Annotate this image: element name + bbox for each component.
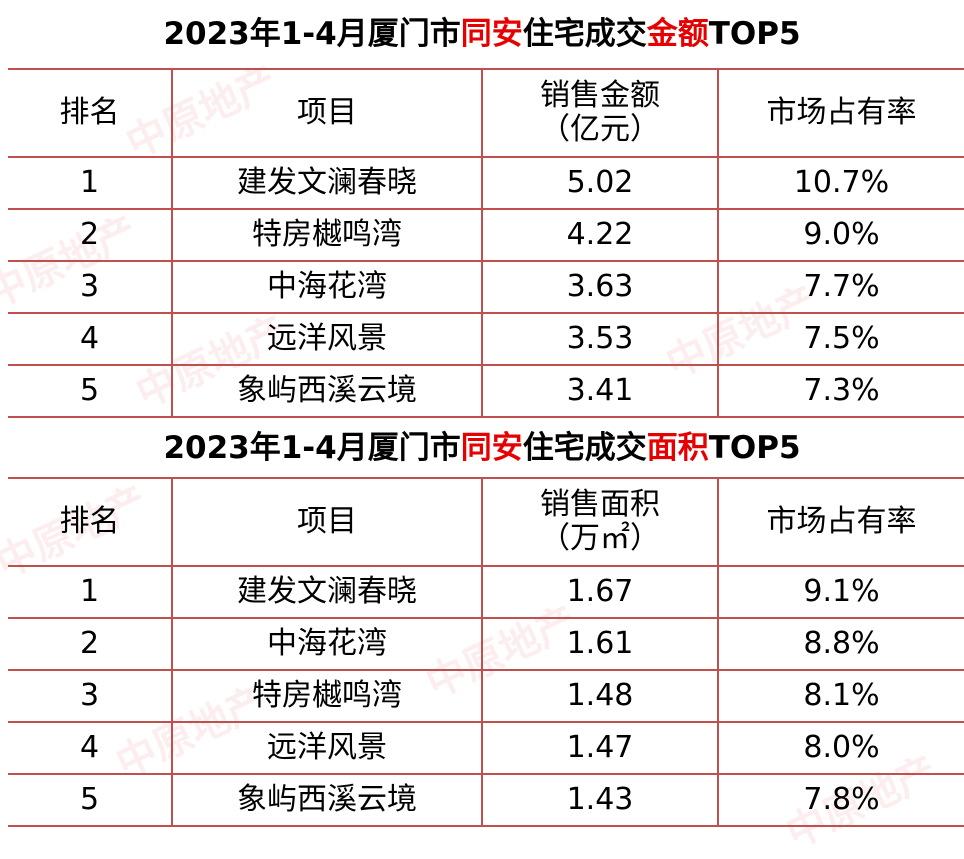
cell-value: 1.67 (481, 565, 718, 618)
cell-rank: 3 (8, 669, 172, 722)
cell-rank: 5 (8, 364, 172, 418)
header-sales-area: 销售面积 （万㎡） (481, 477, 718, 566)
title-highlight: 同安 (460, 430, 523, 466)
cell-share: 9.1% (717, 565, 964, 618)
table-header-row: 排名 项目 销售面积 （万㎡） 市场占有率 (8, 477, 964, 566)
header-sales-amount: 销售金额 （亿元） (481, 68, 718, 157)
table-row: 4 远洋风景 1.47 8.0% (8, 721, 964, 774)
table-row: 1 建发文澜春晓 5.02 10.7% (8, 156, 964, 209)
table-row: 1 建发文澜春晓 1.67 9.1% (8, 565, 964, 618)
cell-rank: 4 (8, 721, 172, 774)
cell-project: 建发文澜春晓 (171, 156, 482, 209)
title-highlight: 同安 (460, 16, 523, 52)
cell-project: 远洋风景 (171, 721, 482, 774)
header-unit: （万㎡） (540, 521, 660, 556)
header-unit: （亿元） (540, 112, 660, 147)
table-row: 5 象屿西溪云境 3.41 7.3% (8, 364, 964, 418)
table-row: 3 特房樾鸣湾 1.48 8.1% (8, 669, 964, 722)
header-project: 项目 (171, 68, 482, 157)
header-rank: 排名 (8, 68, 172, 157)
cell-project: 象屿西溪云境 (171, 364, 482, 418)
cell-value: 5.02 (481, 156, 718, 209)
cell-project: 特房樾鸣湾 (171, 208, 482, 261)
header-project: 项目 (171, 477, 482, 566)
cell-value: 3.63 (481, 260, 718, 313)
cell-share: 7.7% (717, 260, 964, 313)
cell-value: 1.48 (481, 669, 718, 722)
cell-share: 8.8% (717, 617, 964, 670)
cell-share: 10.7% (717, 156, 964, 209)
cell-rank: 1 (8, 565, 172, 618)
header-line: 销售金额 (540, 78, 660, 113)
table2-title: 2023年1-4月厦门市同安住宅成交面积TOP5 (0, 426, 964, 470)
cell-share: 7.3% (717, 364, 964, 418)
header-rank: 排名 (8, 477, 172, 566)
cell-value: 3.53 (481, 312, 718, 365)
cell-value: 4.22 (481, 208, 718, 261)
table-header-row: 排名 项目 销售金额 （亿元） 市场占有率 (8, 68, 964, 157)
cell-value: 1.61 (481, 617, 718, 670)
cell-project: 建发文澜春晓 (171, 565, 482, 618)
header-market-share: 市场占有率 (717, 477, 964, 566)
title-part: 2023年1-4月厦门市 (163, 16, 461, 52)
title-part: 2023年1-4月厦门市 (163, 430, 461, 466)
cell-rank: 2 (8, 208, 172, 261)
cell-share: 8.0% (717, 721, 964, 774)
cell-project: 中海花湾 (171, 260, 482, 313)
cell-rank: 5 (8, 773, 172, 827)
cell-rank: 1 (8, 156, 172, 209)
title-part: 住宅成交 (522, 16, 647, 52)
table-row: 2 中海花湾 1.61 8.8% (8, 617, 964, 670)
title-highlight: 金额 (646, 16, 709, 52)
header-market-share: 市场占有率 (717, 68, 964, 157)
title-part: TOP5 (708, 430, 801, 466)
cell-share: 7.8% (717, 773, 964, 827)
cell-value: 1.43 (481, 773, 718, 827)
cell-share: 9.0% (717, 208, 964, 261)
table-row: 3 中海花湾 3.63 7.7% (8, 260, 964, 313)
cell-rank: 2 (8, 617, 172, 670)
table-row: 4 远洋风景 3.53 7.5% (8, 312, 964, 365)
sales-area-table: 排名 项目 销售面积 （万㎡） 市场占有率 1 建发文澜春晓 1.67 9.1% 2 中海… (8, 477, 964, 827)
cell-project: 中海花湾 (171, 617, 482, 670)
cell-share: 7.5% (717, 312, 964, 365)
cell-share: 8.1% (717, 669, 964, 722)
cell-rank: 3 (8, 260, 172, 313)
table-row: 5 象屿西溪云境 1.43 7.8% (8, 773, 964, 827)
table-row: 2 特房樾鸣湾 4.22 9.0% (8, 208, 964, 261)
title-part: TOP5 (708, 16, 801, 52)
table1-title: 2023年1-4月厦门市同安住宅成交金额TOP5 (0, 12, 964, 56)
cell-project: 象屿西溪云境 (171, 773, 482, 827)
cell-value: 3.41 (481, 364, 718, 418)
cell-rank: 4 (8, 312, 172, 365)
header-line: 销售面积 (540, 487, 660, 522)
cell-project: 特房樾鸣湾 (171, 669, 482, 722)
cell-value: 1.47 (481, 721, 718, 774)
cell-project: 远洋风景 (171, 312, 482, 365)
title-highlight: 面积 (646, 430, 709, 466)
title-part: 住宅成交 (522, 430, 647, 466)
